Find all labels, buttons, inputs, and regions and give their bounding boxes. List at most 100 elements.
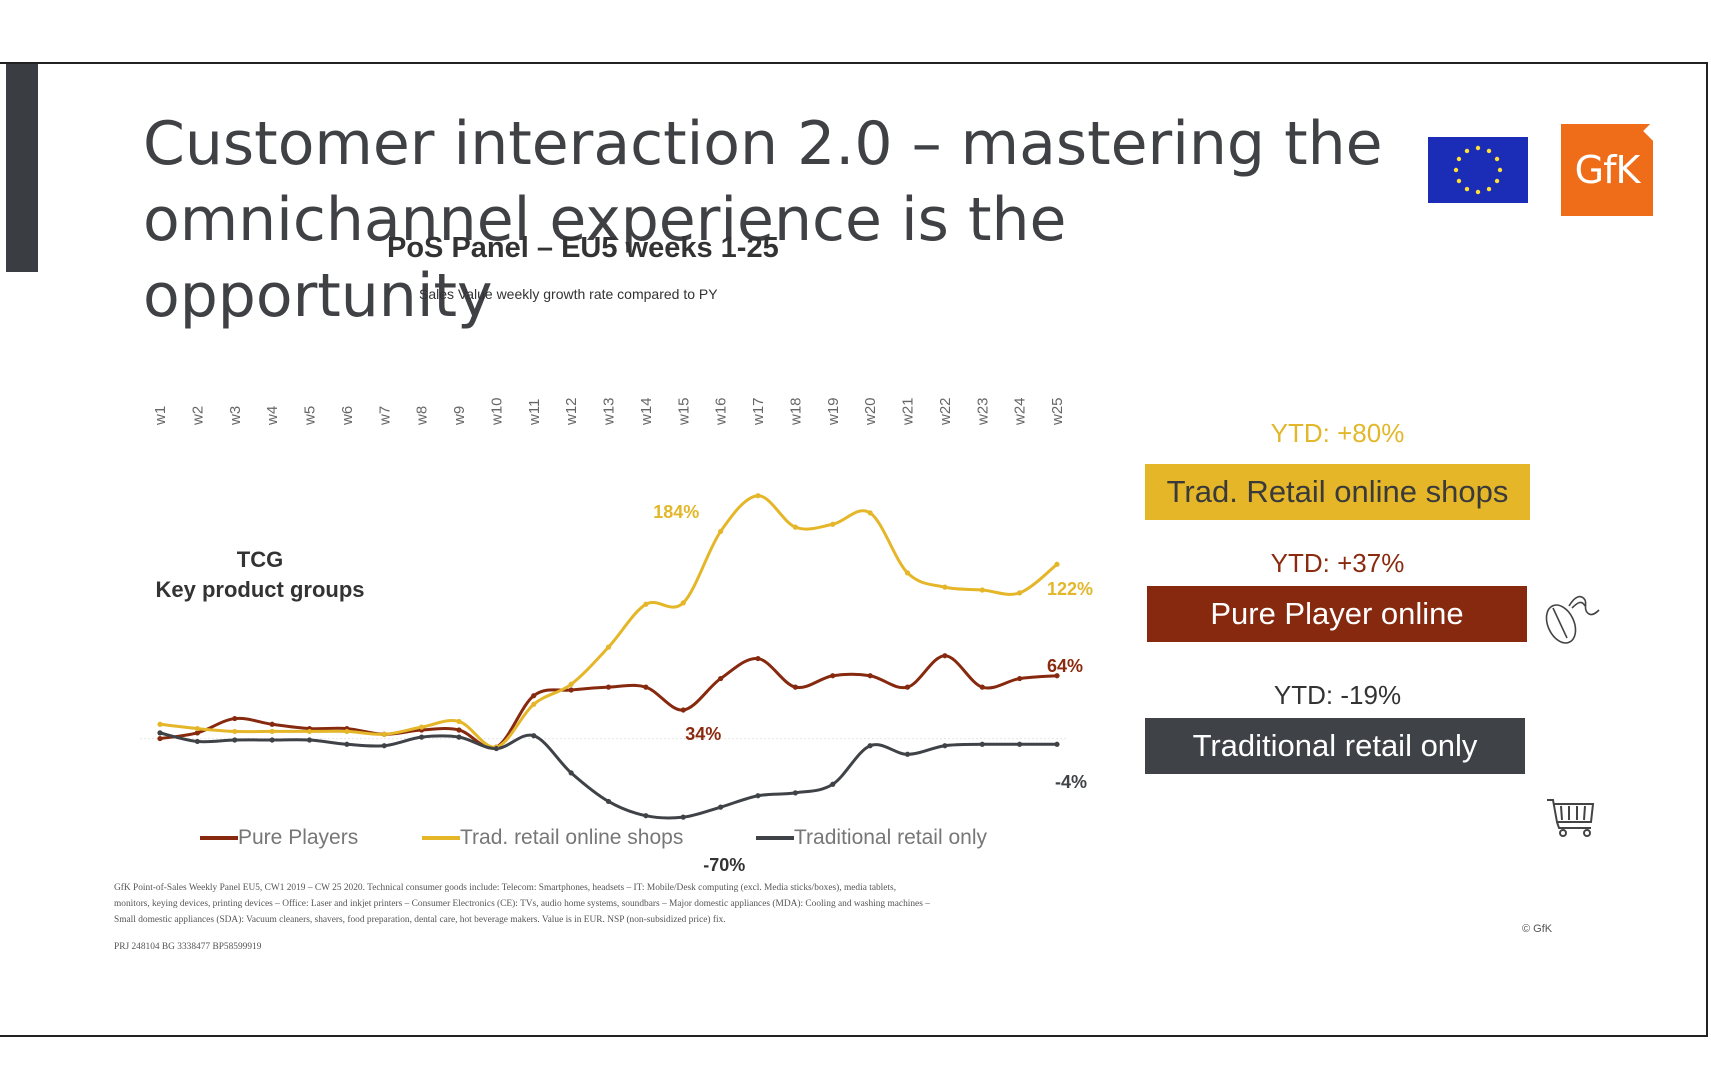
data-point-traditional: [643, 813, 649, 819]
x-tick-label: w10: [488, 397, 505, 426]
data-point-pure: [867, 673, 873, 679]
title-line-1: Customer interaction 2.0 – mastering the: [143, 109, 1383, 179]
eu-star: [1486, 148, 1492, 154]
data-point-pure: [194, 730, 200, 736]
data-point-pure: [942, 653, 948, 659]
x-tick-label: w15: [675, 397, 692, 426]
data-point-pure: [1054, 673, 1060, 679]
eu-star: [1475, 189, 1481, 195]
data-point-traditional: [194, 738, 200, 745]
data-point-pure: [157, 735, 163, 742]
data-label: 64%: [1047, 656, 1083, 676]
x-tick-label: w12: [563, 397, 580, 426]
traditional-box: Traditional retail only: [1145, 718, 1525, 774]
data-point-trad: [269, 728, 275, 735]
data-point-traditional: [306, 737, 313, 743]
eu-star: [1475, 145, 1481, 151]
eu-star: [1464, 148, 1470, 154]
shopping-cart-icon: [1547, 799, 1595, 837]
data-point-traditional: [680, 814, 686, 820]
data-point-pure: [456, 727, 462, 733]
data-point-trad: [830, 521, 836, 527]
data-point-trad: [194, 725, 200, 732]
data-point-pure: [531, 693, 537, 699]
data-point-pure: [605, 684, 612, 690]
footnote-line-2: monitors, keying devices, printing devic…: [114, 899, 930, 909]
data-point-trad: [344, 728, 350, 735]
data-label: -70%: [703, 855, 745, 875]
x-tick-label: w13: [601, 397, 618, 426]
ytd-traditional: YTD: -19%: [1273, 680, 1402, 710]
data-point-traditional: [605, 798, 612, 805]
data-point-traditional: [456, 734, 462, 740]
slide-title: Customer interaction 2.0 – mastering the…: [143, 106, 1393, 334]
data-point-traditional: [792, 790, 798, 796]
data-point-traditional: [867, 743, 873, 749]
segment-label-line-2: Key product groups: [155, 577, 365, 602]
legend-swatch-pure: [200, 836, 238, 840]
data-point-traditional: [1054, 741, 1060, 747]
eu-flag-icon: [1428, 137, 1528, 203]
x-tick-label: w20: [862, 397, 879, 426]
data-point-pure: [568, 687, 574, 693]
data-point-trad: [904, 570, 911, 576]
eu-star: [1456, 156, 1462, 162]
data-point-pure: [643, 684, 649, 690]
data-point-pure: [269, 721, 275, 727]
data-point-trad: [1054, 561, 1060, 567]
x-tick-label: w9: [451, 406, 468, 426]
data-point-traditional: [232, 737, 238, 743]
segment-label: TCG Key product groups: [140, 545, 380, 605]
x-tick-label: w24: [1012, 397, 1029, 426]
eu-star: [1494, 156, 1500, 162]
data-point-pure: [904, 684, 911, 690]
legend-item-trad-online: Trad. retail online shops: [422, 826, 683, 850]
data-point-trad: [306, 728, 313, 735]
data-point-traditional: [157, 730, 163, 736]
data-label: 184%: [653, 502, 699, 522]
data-point-traditional: [942, 743, 948, 749]
eu-star: [1497, 167, 1503, 173]
data-point-traditional: [755, 793, 761, 799]
copyright: © GfK: [1522, 923, 1553, 935]
eu-star: [1486, 186, 1492, 192]
legend-item-traditional: Traditional retail only: [756, 826, 987, 850]
data-point-traditional: [568, 770, 574, 776]
data-point-traditional: [718, 804, 724, 810]
data-point-trad: [1017, 590, 1023, 596]
mouse-icon: [1545, 595, 1600, 644]
legend-swatch-trad: [422, 836, 460, 840]
x-tick-label: w5: [302, 406, 319, 426]
data-point-trad: [568, 681, 574, 687]
x-tick-label: w1: [152, 406, 169, 426]
chart-title: PoS Panel – EU5 weeks 1-25: [387, 232, 779, 264]
data-point-trad: [157, 721, 163, 727]
data-point-pure: [792, 684, 798, 690]
x-tick-label: w2: [189, 406, 206, 426]
x-tick-label: w23: [974, 397, 991, 426]
footnote-line-3: Small domestic appliances (SDA): Vacuum …: [114, 915, 726, 925]
legend-item-pure-players: Pure Players: [200, 826, 358, 850]
data-point-traditional: [531, 733, 537, 739]
data-point-traditional: [830, 781, 836, 787]
data-point-traditional: [493, 745, 499, 752]
accent-bar: [6, 64, 38, 272]
x-tick-label: w22: [937, 397, 954, 426]
data-point-traditional: [904, 751, 911, 757]
series-points: [157, 493, 1060, 820]
data-labels: 184% 122% 64% 34% -4% -70%: [653, 502, 1093, 875]
ytd-pure-player: YTD: +37%: [1270, 548, 1405, 578]
series-line-traditional: [158, 731, 1059, 820]
x-tick-label: w11: [526, 399, 543, 426]
data-point-traditional: [381, 743, 387, 749]
footnote-line-1: GfK Point-of-Sales Weekly Panel EU5, CW1…: [114, 883, 897, 893]
x-tick-label: w6: [339, 406, 356, 426]
data-point-trad: [755, 493, 761, 499]
series-lines: [158, 494, 1059, 820]
data-point-pure: [718, 675, 724, 682]
x-tick-label: w18: [787, 397, 804, 426]
trad-online-box: Trad. Retail online shops: [1145, 464, 1530, 520]
x-tick-label: w7: [376, 406, 393, 426]
data-point-trad: [643, 601, 649, 607]
